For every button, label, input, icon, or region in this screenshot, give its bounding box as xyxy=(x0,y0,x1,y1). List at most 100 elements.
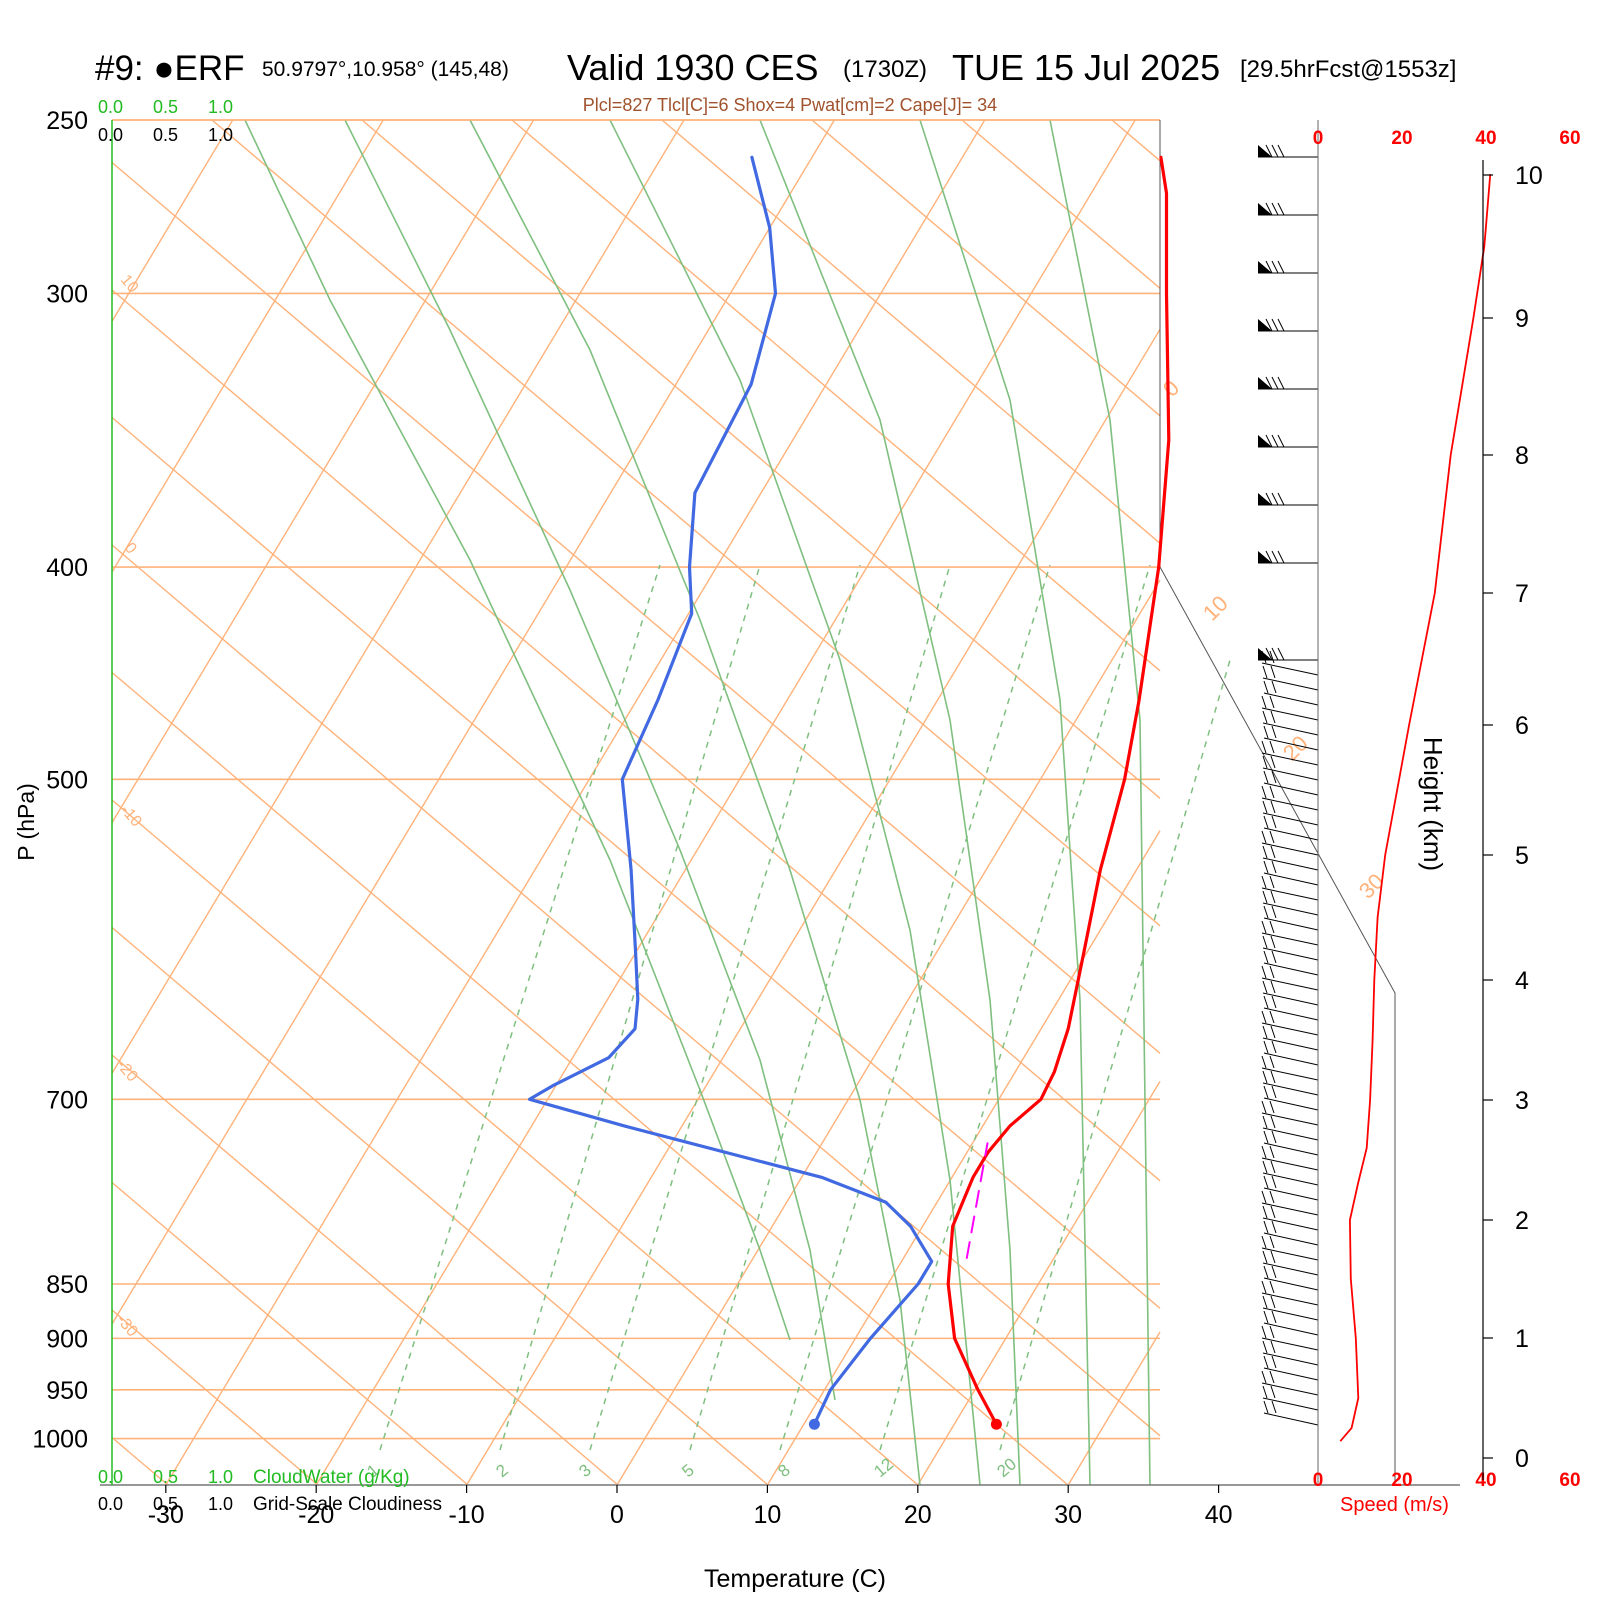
wind-barb-feather xyxy=(1271,376,1279,390)
wind-barb-feather xyxy=(1269,1100,1275,1114)
wind-barb xyxy=(1263,815,1319,841)
wind-barb-staff xyxy=(1261,707,1319,721)
wind-barb-feather xyxy=(1261,785,1267,799)
speed-tick-label-top: 40 xyxy=(1475,128,1496,149)
wind-barb-staff xyxy=(1262,812,1319,826)
wind-barb xyxy=(1261,695,1319,721)
wind-barb-feather xyxy=(1261,1325,1267,1339)
wind-barb-staff xyxy=(1262,767,1319,781)
wind-barb-pennant xyxy=(1258,435,1272,447)
wind-barb-feather xyxy=(1263,1040,1269,1054)
wind-barb-feather xyxy=(1270,1250,1276,1264)
sounding-profiles-layer xyxy=(527,155,1171,1430)
wind-barb-staff xyxy=(1263,917,1319,931)
height-tick-label: 4 xyxy=(1515,967,1529,995)
wind-barb-feather xyxy=(1263,1265,1269,1279)
wind-barb-feather xyxy=(1269,785,1275,799)
wind-barb-feather xyxy=(1271,647,1279,661)
pressure-tick-label: 500 xyxy=(46,766,88,794)
wind-barb-feather xyxy=(1270,1385,1276,1399)
wind-barb xyxy=(1258,492,1318,506)
wind-barb-staff xyxy=(1261,1157,1319,1171)
wind-barb xyxy=(1261,1190,1319,1216)
wind-barb-staff xyxy=(1262,677,1319,691)
wind-barb xyxy=(1263,1040,1319,1066)
isotherm-label: -20 xyxy=(113,1057,141,1086)
wind-barb-feather xyxy=(1277,376,1285,390)
dry-adiabat-line xyxy=(1111,119,1161,162)
wind-barb xyxy=(1263,1355,1319,1381)
temperature-tick-label: 40 xyxy=(1205,1501,1233,1529)
wind-barb-feather xyxy=(1269,920,1275,934)
forecast-info: [29.5hrFcst@1553z] xyxy=(1240,56,1456,83)
wind-barb-feather xyxy=(1269,1370,1275,1384)
wind-barb-staff xyxy=(1262,1352,1319,1366)
cloudiness-scale-bottom-0: 0.0 xyxy=(98,1494,123,1514)
height-tick-label: 5 xyxy=(1515,842,1529,870)
wind-barb-feather xyxy=(1271,725,1277,739)
wind-barb xyxy=(1261,875,1319,901)
cloudwater-scale-bottom-0: 0.0 xyxy=(98,1467,123,1487)
wind-barb xyxy=(1261,1325,1319,1351)
wind-barb-feather xyxy=(1270,710,1276,724)
wind-barb-feather xyxy=(1263,815,1269,829)
temperature-tick-label: 30 xyxy=(1054,1501,1082,1529)
speed-tick-label-top: 0 xyxy=(1313,128,1324,149)
wind-barb-feather xyxy=(1262,755,1268,769)
wind-barb-feather xyxy=(1261,875,1267,889)
station-location: 50.9797°,10.958° (145,48) xyxy=(262,58,509,81)
wind-barb-feather xyxy=(1269,1325,1275,1339)
wind-barb xyxy=(1262,1025,1319,1051)
wind-barb-staff xyxy=(1261,1382,1319,1396)
dry-adiabat-line xyxy=(111,926,769,1486)
temperature-profile-line xyxy=(946,155,1171,1426)
temperature-tick-label: 10 xyxy=(753,1501,781,1529)
wind-barb-staff xyxy=(1263,1052,1319,1066)
wind-barb-staff xyxy=(1262,722,1319,736)
sounding-indices: Plcl=827 Tlcl[C]=6 Shox=4 Pwat[cm]=2 Cap… xyxy=(583,95,997,115)
wind-barb-feather xyxy=(1263,1220,1269,1234)
wind-barb xyxy=(1258,376,1318,390)
wind-barb-staff xyxy=(1263,782,1319,796)
wind-barb-feather xyxy=(1269,1010,1275,1024)
temperature-tick-label: -30 xyxy=(148,1501,184,1529)
wind-barb-staff xyxy=(1262,902,1319,916)
wind-barb-feather xyxy=(1261,965,1267,979)
wind-barb-feather xyxy=(1270,980,1276,994)
wind-barb-staff xyxy=(1261,1067,1319,1081)
wind-barb xyxy=(1258,550,1318,564)
wind-barb-feather xyxy=(1262,1160,1268,1174)
wind-barb-staff xyxy=(1263,827,1319,841)
wind-barb-staff xyxy=(1261,887,1319,901)
moist-adiabat-curve xyxy=(609,119,981,1486)
wind-barb-feather xyxy=(1277,492,1285,506)
wind-barb-feather xyxy=(1263,680,1269,694)
wind-barb xyxy=(1262,1070,1319,1096)
cloudiness-label: Grid-Scale Cloudiness xyxy=(253,1494,442,1515)
wind-barb-feather xyxy=(1277,318,1285,332)
dry-adiabat-line xyxy=(111,1054,619,1486)
wind-barb-feather xyxy=(1269,740,1275,754)
wind-barb-feather xyxy=(1265,318,1273,332)
isotherm-line xyxy=(111,119,685,1074)
wind-barb-feather xyxy=(1271,550,1279,564)
wind-barb xyxy=(1261,920,1319,946)
mixing-ratio-line xyxy=(589,564,861,1451)
cloudiness-scale-bottom-2: 1.0 xyxy=(208,1494,233,1514)
isotherm-label: 10 xyxy=(1198,591,1233,626)
wind-barb-feather xyxy=(1271,1400,1277,1414)
wind-barb-staff xyxy=(1263,872,1319,886)
wind-barb xyxy=(1261,830,1319,856)
wind-barb-feather xyxy=(1271,860,1277,874)
wind-barb-staff xyxy=(1261,1247,1319,1261)
wind-barb-feather xyxy=(1263,1355,1269,1369)
wind-barb-staff xyxy=(1262,947,1319,961)
wind-barb-feather xyxy=(1269,1055,1275,1069)
wind-barb-feather xyxy=(1271,950,1277,964)
wind-barb-feather xyxy=(1277,144,1285,158)
wind-barb-staff xyxy=(1263,737,1319,751)
wind-barb-feather xyxy=(1271,260,1279,274)
wind-barb-feather xyxy=(1262,1070,1268,1084)
mixing-ratio-label: 2 xyxy=(492,1460,511,1481)
